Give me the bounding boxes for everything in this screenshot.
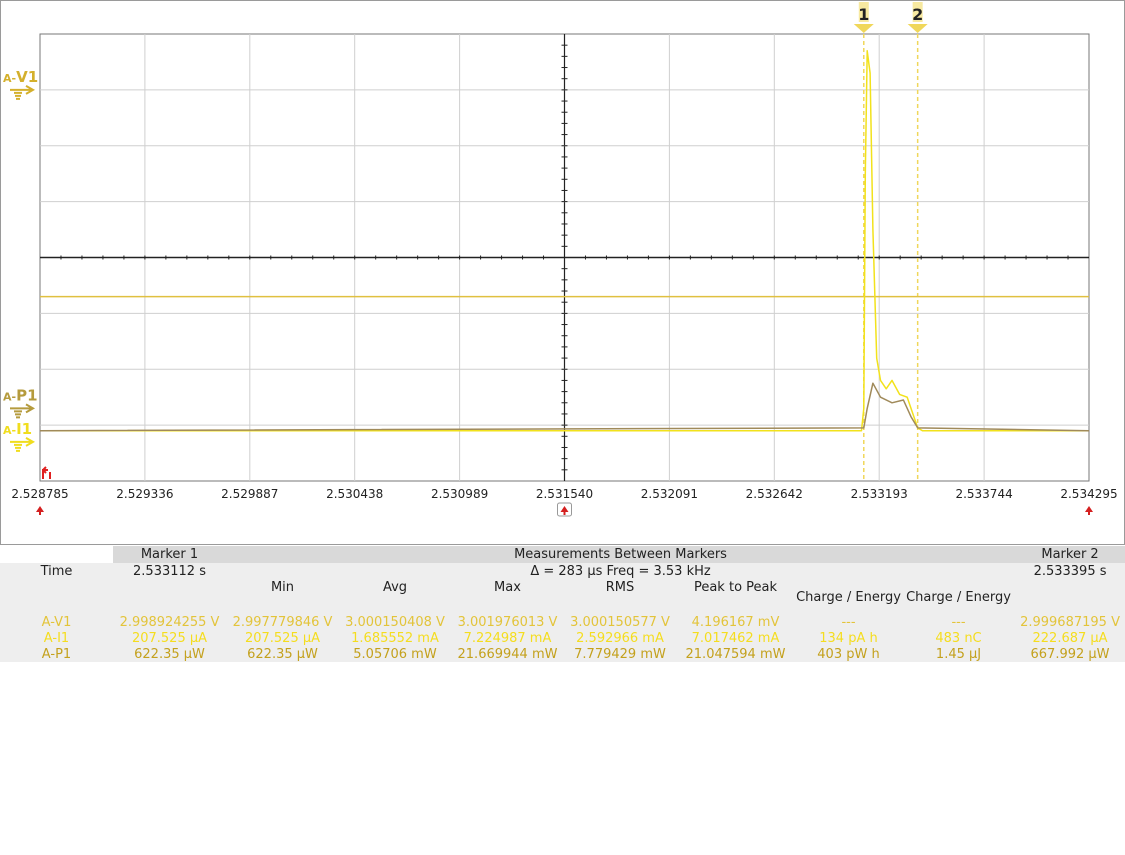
column-header-blank: [0, 580, 113, 614]
column-header-row: Min Avg Max RMS Peak to Peak Charge / En…: [0, 580, 1125, 614]
channel-p1-id: P1: [16, 386, 37, 404]
min-value: 622.35 µW: [226, 646, 339, 662]
charge-energy-1-value: ---: [795, 614, 902, 630]
x-tick-label: 2.533193: [851, 487, 908, 501]
avg-value: 3.000150408 V: [339, 614, 451, 630]
col-charge-energy-1: Charge / Energy: [795, 580, 902, 614]
channel-i1-id: I1: [16, 420, 32, 438]
table-header-row: Marker 1 Measurements Between Markers Ma…: [0, 546, 1125, 563]
center-ticks-layer: [60, 44, 1069, 471]
x-tick-label: 2.532091: [641, 487, 698, 501]
scroll-arrows-layer: [36, 466, 1093, 517]
channel-p1-label: A-P1: [3, 386, 38, 404]
rms-value: 3.000150577 V: [564, 614, 676, 630]
x-tick-label: 2.529887: [221, 487, 278, 501]
marker-2-label: 2: [912, 5, 923, 24]
max-value: 7.224987 mA: [451, 630, 564, 646]
measurements-table: Marker 1 Measurements Between Markers Ma…: [0, 546, 1125, 662]
marker1-value: 622.35 µW: [113, 646, 226, 662]
column-header-blank: [1015, 580, 1125, 614]
series-a-i1-line: [40, 50, 1089, 432]
avg-value: 5.05706 mW: [339, 646, 451, 662]
col-max: Max: [451, 580, 564, 614]
marker-2-badge: [912, 2, 923, 22]
channel-i1-label: A-I1: [3, 420, 32, 438]
table-row-a-i1: A-I1 207.525 µA 207.525 µA 1.685552 mA 7…: [0, 630, 1125, 646]
row-name: A-I1: [0, 630, 113, 646]
row-name: A-V1: [0, 614, 113, 630]
channel-v1-ground-icon: [10, 85, 36, 100]
charge-energy-1-value: 134 pA h: [795, 630, 902, 646]
charge-energy-2-value: 1.45 µJ: [902, 646, 1016, 662]
x-tick-labels-layer: 2.528785 2.529336 2.529887 2.530438 2.530989…: [11, 487, 1117, 501]
x-tick-label: 2.528785: [11, 487, 68, 501]
avg-value: 1.685552 mA: [339, 630, 451, 646]
marker1-time: 2.533112 s: [113, 563, 226, 580]
min-value: 207.525 µA: [226, 630, 339, 646]
row-name: A-P1: [0, 646, 113, 662]
marker2-time: 2.533395 s: [1015, 563, 1125, 580]
series-a-p1-line: [39, 382, 1090, 432]
delta-frequency: Δ = 283 µs Freq = 3.53 kHz: [226, 563, 1016, 580]
scroll-arrow-icon: [1085, 506, 1093, 515]
charge-energy-1-value: 403 pW h: [795, 646, 902, 662]
x-tick-label: 2.530438: [326, 487, 383, 501]
channel-v1-label: A-V1: [3, 68, 38, 86]
channel-p1-prefix: A-: [3, 390, 16, 403]
marker2-value: 222.687 µA: [1015, 630, 1125, 646]
charge-energy-2-value: ---: [902, 614, 1016, 630]
marker-2-arrow-icon: [907, 24, 928, 33]
x-tick-label: 2.529336: [116, 487, 173, 501]
marker2-value: 667.992 µW: [1015, 646, 1125, 662]
channel-v1-prefix: A-: [3, 72, 16, 85]
rms-value: 2.592966 mA: [564, 630, 676, 646]
rms-value: 7.779429 mW: [564, 646, 676, 662]
channel-labels-layer: A-V1A-P1A-I1: [3, 68, 38, 452]
p2p-value: 7.017462 mA: [676, 630, 795, 646]
charge-energy-2-value: 483 nC: [902, 630, 1016, 646]
series-layer: [39, 50, 1090, 432]
channel-i1-prefix: A-: [3, 424, 16, 437]
marker2-value: 2.999687195 V: [1015, 614, 1125, 630]
header-blank: [0, 546, 113, 563]
column-header-blank: [113, 580, 226, 614]
max-value: 21.669944 mW: [451, 646, 564, 662]
x-tick-label: 2.532642: [746, 487, 803, 501]
table-row-a-v1: A-V1 2.998924255 V 2.997779846 V 3.00015…: [0, 614, 1125, 630]
trigger-icon: [42, 466, 51, 479]
marker2-header: Marker 2: [1015, 546, 1125, 563]
col-charge-energy-2: Charge / Energy: [902, 580, 1016, 614]
table-row-a-p1: A-P1 622.35 µW 622.35 µW 5.05706 mW 21.6…: [0, 646, 1125, 662]
col-peak-to-peak: Peak to Peak: [676, 580, 795, 614]
scroll-arrow-icon: [36, 506, 44, 515]
marker1-value: 2.998924255 V: [113, 614, 226, 630]
x-tick-label: 2.531540: [536, 487, 593, 501]
max-value: 3.001976013 V: [451, 614, 564, 630]
time-row: Time 2.533112 s Δ = 283 µs Freq = 3.53 k…: [0, 563, 1125, 580]
x-tick-label: 2.530989: [431, 487, 488, 501]
col-rms: RMS: [564, 580, 676, 614]
marker1-header: Marker 1: [113, 546, 226, 563]
min-value: 2.997779846 V: [226, 614, 339, 630]
scroll-arrow-icon: [560, 506, 569, 515]
x-tick-label: 2.534295: [1060, 487, 1117, 501]
channel-p1-ground-icon: [10, 403, 36, 419]
marker-1-label: 1: [858, 5, 869, 24]
marker1-value: 207.525 µA: [113, 630, 226, 646]
col-avg: Avg: [339, 580, 451, 614]
channel-v1-id: V1: [16, 68, 38, 86]
between-markers-header: Measurements Between Markers: [226, 546, 1016, 563]
time-label: Time: [0, 563, 113, 580]
marker-1-badge: [858, 2, 869, 22]
marker-1-arrow-icon: [853, 24, 874, 33]
x-tick-label: 2.533744: [955, 487, 1012, 501]
p2p-value: 4.196167 mV: [676, 614, 795, 630]
channel-i1-ground-icon: [10, 437, 36, 452]
p2p-value: 21.047594 mW: [676, 646, 795, 662]
col-min: Min: [226, 580, 339, 614]
